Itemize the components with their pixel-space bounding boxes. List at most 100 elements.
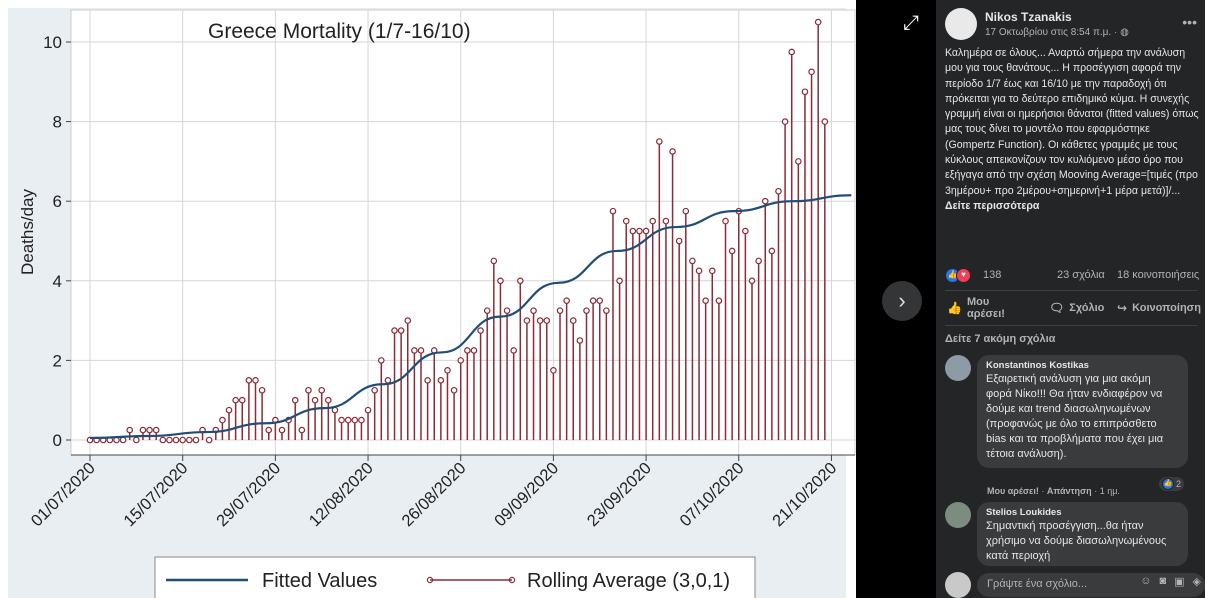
rolling-average-point (669, 148, 676, 155)
expand-icon[interactable]: ⤢ (903, 12, 919, 34)
rolling-average-series (86, 18, 829, 444)
rolling-average-point (351, 416, 359, 424)
rolling-average-point (152, 426, 160, 434)
like-button[interactable]: 👍 Μου αρέσει! (947, 296, 1017, 320)
plot-area (70, 9, 856, 456)
camera-icon[interactable]: ◙ (1159, 575, 1167, 587)
rolling-average-point (358, 416, 365, 424)
gif-icon[interactable]: ▣ (1174, 576, 1185, 588)
emoji-icon[interactable]: ☺ (1140, 575, 1152, 587)
comment-count[interactable]: 23 σχόλια (1057, 269, 1105, 281)
rolling-average-point (748, 277, 756, 285)
rolling-average-point (325, 396, 332, 404)
composer-icons: ☺ ◙ ▣ ◈ (1140, 575, 1201, 588)
author-name[interactable]: Nikos Tzanakis (985, 10, 1072, 24)
rolling-average-point (404, 317, 412, 324)
commenter-name[interactable]: Konstantinos Kostikas (986, 360, 1089, 371)
rolling-average-point (563, 297, 570, 305)
rolling-average-point (344, 416, 352, 424)
share-button[interactable]: ↪ Κοινοποίηση (1117, 301, 1201, 315)
rolling-average-point (497, 277, 504, 285)
chevron-right-icon[interactable]: › (882, 281, 922, 321)
see-more-link[interactable]: Δείτε περισσότερα (945, 199, 1040, 212)
comment-bubble: Stelios Loukides Σημαντική προσέγγιση...… (977, 502, 1188, 566)
sticker-icon[interactable]: ◈ (1192, 576, 1201, 588)
more-options-icon[interactable]: ••• (1182, 14, 1197, 30)
rolling-average-point (755, 257, 762, 265)
comment-input[interactable]: Γράψτε ένα σχόλιο... (977, 573, 1205, 597)
rolling-average-point (543, 317, 551, 324)
rolling-average-point (252, 376, 259, 384)
rolling-average-point (550, 367, 557, 374)
commenter-avatar[interactable] (945, 355, 971, 381)
rolling-average-point (490, 257, 498, 265)
rolling-average-point (437, 376, 445, 384)
fitted-values-series (89, 194, 852, 440)
rolling-average-point (656, 138, 663, 145)
rolling-average-point (821, 118, 829, 125)
y-tick-label: 2 (53, 351, 62, 370)
grid-lines (71, 10, 855, 455)
rolling-average-point (225, 406, 233, 414)
rolling-average-point (417, 347, 425, 354)
y-axis-label: Deaths/day (18, 189, 37, 275)
rolling-average-point (238, 396, 246, 404)
rolling-average-point (219, 416, 226, 424)
rolling-average-point (556, 307, 564, 314)
commenter-name[interactable]: Stelios Loukides (986, 507, 1062, 518)
rolling-average-point (411, 347, 418, 354)
rolling-average-point (781, 118, 789, 125)
comment-likes-value: 2 (1176, 479, 1182, 489)
rolling-average-point (192, 436, 200, 444)
post-time-text[interactable]: 17 Οκτωβρίου στις 8:54 π.μ. · (985, 27, 1121, 38)
legend-box (154, 556, 756, 598)
like-button-label: Μου αρέσει! (966, 296, 1005, 320)
legend-rolling-label: Rolling Average (3,0,1) (527, 570, 730, 592)
reactions-bar: 👍 ♥ 138 23 σχόλια 18 κοινοποιήσεις (945, 268, 1205, 284)
post-text: Καλημέρα σε όλους... Αναρτώ σήμερα την α… (945, 47, 1199, 197)
rolling-average-point (391, 327, 398, 334)
rolling-average-point (338, 416, 345, 424)
rolling-average-point (377, 357, 385, 364)
rolling-average-point (265, 426, 273, 434)
reaction-icons[interactable]: 👍 ♥ (945, 268, 971, 283)
reaction-count[interactable]: 138 (983, 269, 1002, 281)
commenter-avatar[interactable] (945, 502, 971, 528)
thumbs-up-icon: 👍 (947, 301, 962, 315)
author-avatar[interactable] (945, 8, 977, 40)
rolling-average-point (258, 386, 266, 394)
rolling-average-point (278, 426, 286, 434)
comment-button[interactable]: 🗨 Σχόλιο (1049, 301, 1104, 315)
post-timestamp[interactable]: 17 Οκτωβρίου στις 8:54 π.μ. · ◍ (985, 27, 1129, 38)
legend-rolling-marker-right (508, 576, 516, 584)
rolling-average-point (172, 436, 180, 444)
y-tick-label: 10 (43, 33, 62, 52)
rolling-average-point (397, 327, 405, 334)
rolling-average-point (516, 277, 524, 285)
comment-button-label: Σχόλιο (1069, 302, 1105, 314)
rolling-average-point (814, 18, 822, 26)
comment-like-link[interactable]: Μου αρέσει! (987, 486, 1039, 496)
rolling-average-point (470, 347, 478, 354)
rolling-average-point (682, 207, 690, 215)
comment-like-count[interactable]: 👍 2 (1159, 477, 1185, 491)
rolling-average-point (424, 376, 431, 384)
comment-reply-link[interactable]: Απάντηση (1046, 486, 1092, 496)
rolling-average-point (609, 207, 617, 215)
rolling-average-point (775, 187, 782, 195)
rolling-average-point (510, 347, 517, 354)
rolling-average-point (205, 436, 213, 444)
rolling-average-point (761, 197, 769, 205)
comment-age[interactable]: 1 ημ. (1099, 486, 1120, 496)
rolling-average-point (536, 317, 544, 324)
share-count[interactable]: 18 κοινοποιήσεις (1117, 269, 1200, 281)
rolling-average-point (450, 386, 458, 394)
photo-viewer: 0 2 4 6 8 10 01/07/2020 15/07/2020 29/07/2020 12… (0, 0, 922, 598)
globe-icon: ◍ (1120, 27, 1129, 38)
rolling-average-point (503, 307, 511, 314)
rolling-average-point (444, 367, 451, 374)
view-more-comments-link[interactable]: Δείτε 7 ακόμη σχόλια (945, 333, 1056, 345)
rolling-average-point (483, 307, 491, 314)
